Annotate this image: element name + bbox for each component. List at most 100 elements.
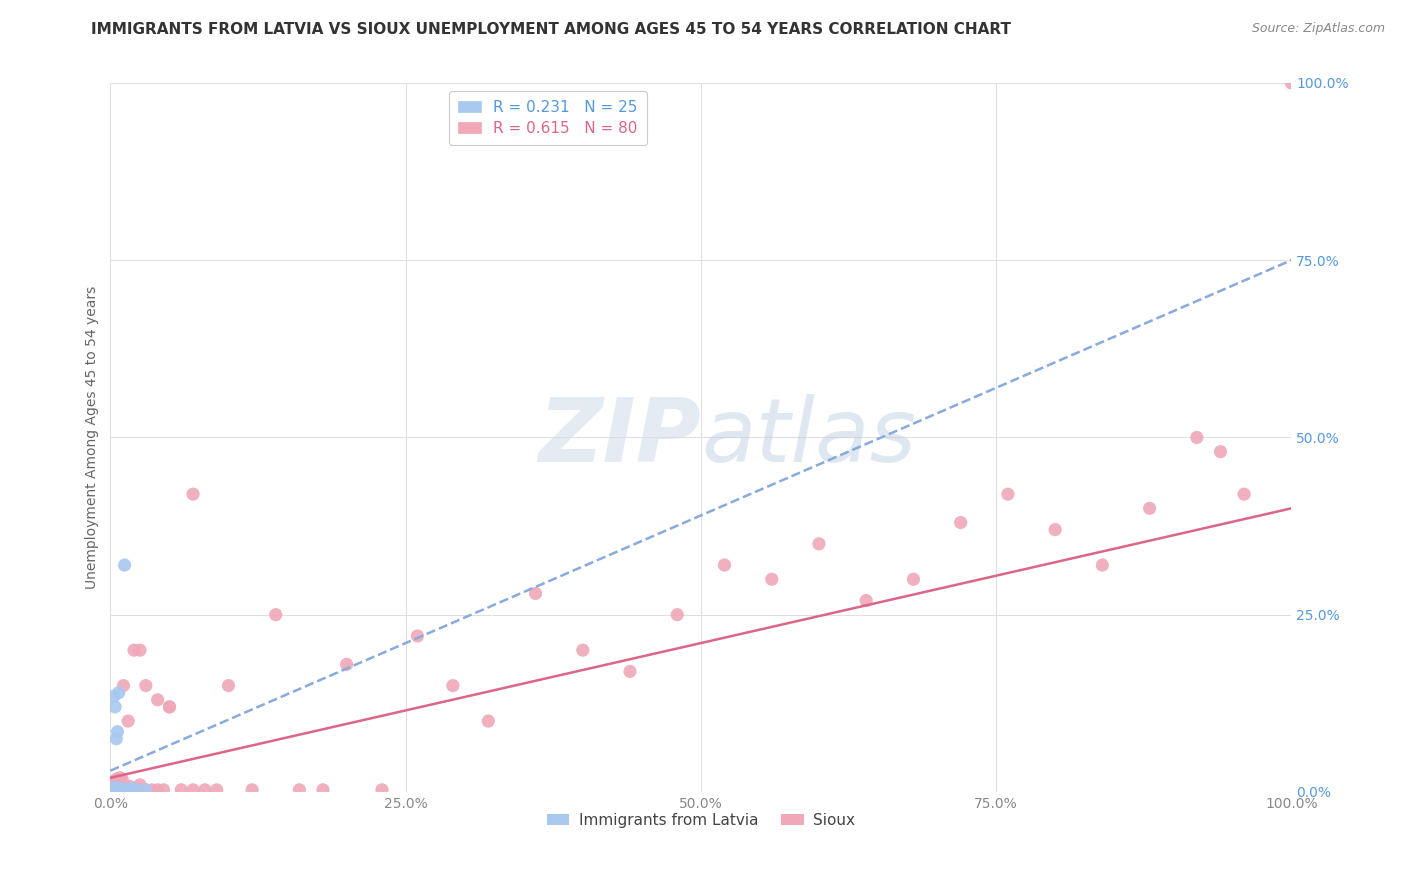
Point <box>477 714 499 728</box>
Point <box>132 782 155 797</box>
Point <box>1185 430 1208 444</box>
Point <box>218 679 240 693</box>
Point <box>135 782 157 797</box>
Point <box>205 782 228 797</box>
Point <box>103 780 125 795</box>
Point <box>129 643 152 657</box>
Point <box>1233 487 1256 501</box>
Point <box>240 782 263 797</box>
Point <box>107 686 129 700</box>
Point <box>101 780 124 795</box>
Point <box>129 778 152 792</box>
Point <box>114 781 136 796</box>
Point <box>194 782 217 797</box>
Point <box>101 781 124 796</box>
Point <box>101 782 124 797</box>
Point <box>371 782 394 797</box>
Point <box>146 782 169 797</box>
Point <box>107 774 129 789</box>
Point <box>105 782 128 797</box>
Text: ZIP: ZIP <box>538 394 700 481</box>
Point <box>141 782 163 797</box>
Point <box>100 781 122 796</box>
Point <box>101 782 124 797</box>
Point <box>713 558 735 572</box>
Point <box>666 607 689 622</box>
Point <box>103 778 125 792</box>
Point <box>855 593 877 607</box>
Y-axis label: Unemployment Among Ages 45 to 54 years: Unemployment Among Ages 45 to 54 years <box>86 285 100 589</box>
Point <box>107 782 129 797</box>
Point <box>159 699 181 714</box>
Point <box>104 780 127 795</box>
Point <box>117 782 139 797</box>
Point <box>170 782 193 797</box>
Point <box>105 772 128 787</box>
Point <box>1043 523 1066 537</box>
Point <box>1279 76 1302 90</box>
Point <box>336 657 359 672</box>
Text: IMMIGRANTS FROM LATVIA VS SIOUX UNEMPLOYMENT AMONG AGES 45 TO 54 YEARS CORRELATI: IMMIGRANTS FROM LATVIA VS SIOUX UNEMPLOY… <box>91 22 1011 37</box>
Point <box>571 643 593 657</box>
Point <box>110 782 132 797</box>
Point <box>115 782 138 797</box>
Point <box>103 690 125 704</box>
Point <box>125 781 148 796</box>
Point <box>100 781 122 796</box>
Point <box>107 778 129 792</box>
Point <box>110 781 132 796</box>
Point <box>104 782 127 797</box>
Point <box>181 782 204 797</box>
Point <box>146 693 169 707</box>
Point <box>619 665 641 679</box>
Point <box>111 781 134 796</box>
Point <box>406 629 429 643</box>
Text: Source: ZipAtlas.com: Source: ZipAtlas.com <box>1251 22 1385 36</box>
Point <box>112 679 135 693</box>
Point <box>105 780 128 795</box>
Point <box>135 782 157 797</box>
Point <box>997 487 1019 501</box>
Point <box>121 782 143 797</box>
Point <box>114 782 136 797</box>
Point <box>100 782 122 797</box>
Point <box>117 714 139 728</box>
Point <box>125 782 148 797</box>
Point <box>264 607 287 622</box>
Point <box>103 782 125 797</box>
Point <box>524 586 547 600</box>
Point <box>108 782 131 797</box>
Point <box>103 782 125 797</box>
Point <box>122 782 145 797</box>
Point <box>122 643 145 657</box>
Point <box>117 782 139 797</box>
Point <box>1091 558 1114 572</box>
Point <box>441 679 464 693</box>
Point <box>100 782 122 797</box>
Point <box>114 558 136 572</box>
Point <box>1139 501 1161 516</box>
Point <box>121 781 143 796</box>
Point <box>107 782 129 797</box>
Text: atlas: atlas <box>700 394 915 481</box>
Point <box>111 782 134 797</box>
Point <box>761 572 783 586</box>
Point <box>101 782 124 797</box>
Point <box>104 782 127 797</box>
Point <box>807 537 830 551</box>
Point <box>288 782 311 797</box>
Point <box>152 782 174 797</box>
Point <box>903 572 925 586</box>
Point <box>104 780 127 795</box>
Point <box>103 774 125 789</box>
Point <box>103 781 125 796</box>
Point <box>104 699 127 714</box>
Point <box>1209 444 1232 458</box>
Point <box>312 782 335 797</box>
Point <box>107 724 129 739</box>
Point <box>100 782 122 797</box>
Point <box>105 731 128 746</box>
Point <box>181 487 204 501</box>
Point <box>100 779 122 793</box>
Point <box>101 778 124 792</box>
